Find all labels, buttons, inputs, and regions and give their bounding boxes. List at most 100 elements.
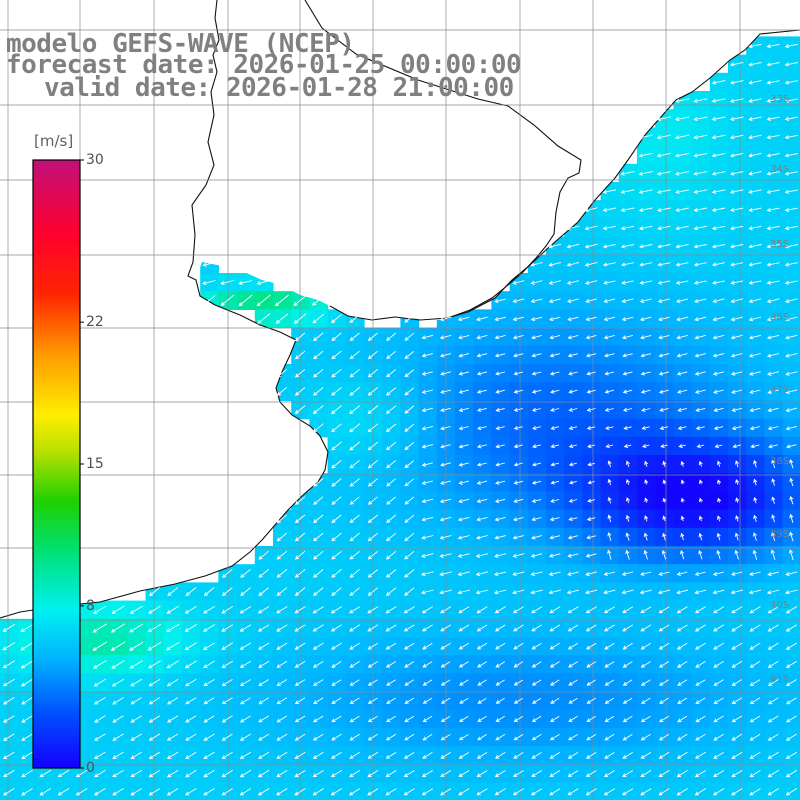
wind-arrow [549,535,561,540]
wind-arrow [748,189,762,194]
wind-arrow [784,244,798,249]
wind-arrow [439,516,452,522]
wind-arrow [422,642,433,650]
wind-arrow [767,769,779,778]
wind-arrow [94,697,106,705]
wind-arrow [294,624,306,632]
land-mask [0,0,800,618]
wind-arrow [513,752,524,759]
wind-arrow [495,661,506,668]
wind-arrow [586,697,596,704]
wind-arrow [607,460,612,468]
wind-arrow [784,316,798,322]
wind-arrow [404,405,415,414]
lat-label-38s: 38S [770,456,790,467]
wind-arrow [167,715,179,723]
wind-arrow [567,316,579,322]
wind-arrow [294,332,306,342]
wind-arrow [749,606,761,614]
wind-arrow [276,751,288,759]
wind-arrow [256,294,271,307]
wind-arrow [404,587,415,596]
wind-arrow [680,460,685,467]
wind-arrow [567,752,579,759]
wind-arrow [694,788,707,796]
wind-arrow [693,207,708,213]
wind-arrow [367,733,378,741]
wind-arrow [385,569,397,578]
wind-arrow [644,460,649,467]
wind-arrow [767,679,779,686]
wind-arrow [607,514,612,523]
wind-arrow [276,697,288,705]
wind-arrow [221,769,233,778]
wind-arrow [731,715,743,723]
wind-arrow [640,733,651,741]
wind-arrow [39,788,52,796]
wind-arrow [656,189,671,194]
wind-arrow [440,715,451,722]
wind-arrow [675,298,689,304]
wind-arrow [385,405,397,414]
wind-arrow [293,313,307,324]
wind-arrow [477,426,487,431]
colorbar-tick-22: 22 [86,314,104,331]
wind-arrow [784,207,798,213]
wind-arrow [475,589,489,595]
wind-arrow [458,498,470,504]
wind-arrow [622,407,633,412]
wind-arrow [731,770,743,778]
wind-arrow [330,606,343,614]
wind-arrow [680,550,685,560]
wind-arrow [148,715,161,723]
wind-arrow [476,316,488,322]
wind-arrow [621,571,634,576]
wind-arrow [494,334,506,340]
wind-speed-cell [782,527,800,547]
wind-arrow [657,298,671,304]
wind-arrow [531,480,542,485]
wind-arrow [439,571,452,577]
wind-arrow [440,624,452,632]
wind-arrow [312,733,324,741]
wind-arrow [639,244,653,249]
wind-arrow [221,624,234,632]
wind-arrow [531,462,542,467]
wind-arrow [530,535,543,540]
wind-arrow [421,334,434,340]
wind-arrow [549,770,561,777]
wind-arrow [421,480,434,485]
wind-arrow [766,353,780,358]
wind-arrow [112,751,124,759]
wind-arrow [640,334,652,340]
wind-arrow [662,460,667,467]
wind-arrow [331,733,342,741]
wind-arrow [349,661,360,668]
wind-arrow [203,679,215,687]
wind-arrow [603,606,615,614]
wind-arrow [203,697,215,705]
wind-arrow [477,697,487,704]
wind-arrow [457,553,470,558]
wind-arrow [386,350,396,360]
wind-arrow [166,605,179,614]
wind-arrow [367,715,378,723]
wind-arrow [513,371,524,376]
wind-arrow [675,244,689,249]
wind-arrow [693,134,708,140]
wind-arrow [730,244,744,249]
wind-arrow [148,697,161,705]
wind-arrow [294,715,306,723]
wind-arrow [257,313,271,324]
wind-arrow [712,316,725,322]
wind-arrow [753,514,758,522]
wind-arrow [385,642,397,650]
wind-arrow [622,697,633,704]
wind-arrow [548,589,561,595]
wind-arrow [675,262,689,267]
wind-arrow [676,661,688,668]
wind-arrow [367,532,378,542]
wind-arrow [258,733,270,741]
wind-arrow [785,624,798,632]
wind-arrow [367,624,379,632]
